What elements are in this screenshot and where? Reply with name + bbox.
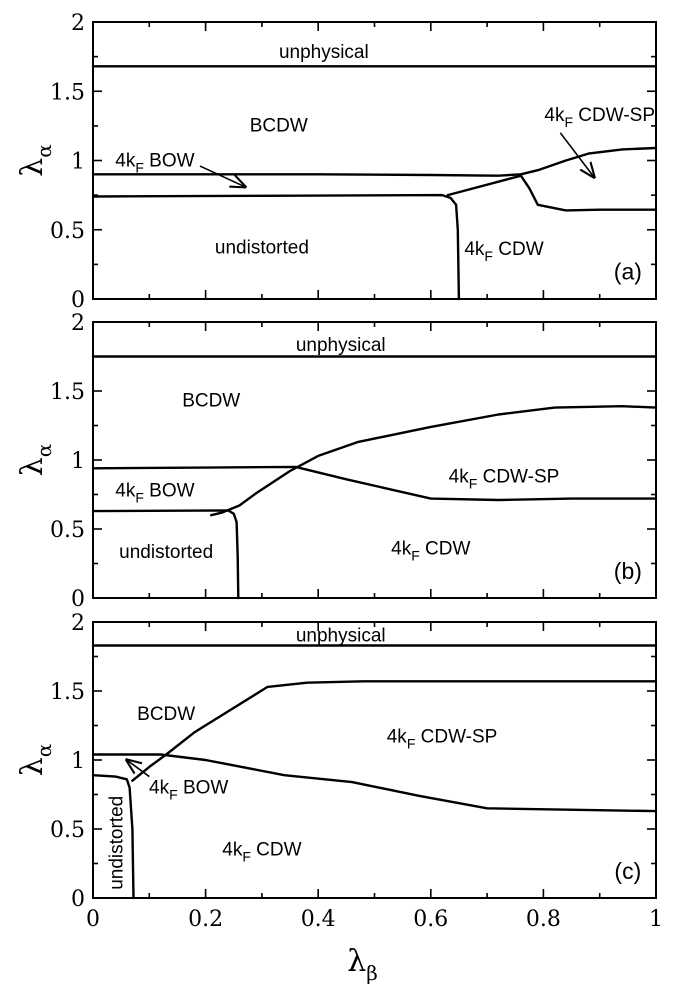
region-label: BCDW [250,115,308,136]
region-label-rest: CDW [251,840,302,861]
phase-boundary-line [91,753,658,813]
region-label-subscript: F [169,787,178,803]
region-label: unphysical [296,335,386,356]
region-label-subscript: F [469,476,478,492]
region-label: 4kF BOW [115,151,194,176]
region-label-main: 4k [115,480,136,501]
region-label-main: 4k [387,727,408,748]
x-tick-label: 0 [86,907,100,932]
x-axis-subscript: β [366,961,378,985]
annotation-arrow [199,165,245,187]
panel-a: 0 0.5 1 1.5 2 λα unphysical BCDW undistorted (a) 4… [15,11,658,313]
panel-b: 0 0.5 1 1.5 2 λα unphysical BCDW undistorted (b) 4… [15,311,658,612]
phase-boundary-line [519,174,658,212]
region-label-subscript: F [484,248,493,264]
region-label-main: 4k [449,467,470,488]
phase-boundary-line [446,174,523,197]
panel-label: (b) [614,558,642,584]
y-tick-label: 0.5 [50,518,85,543]
annotation-arrow [127,760,150,778]
phase-boundary-line [91,509,240,600]
panel-label: (a) [614,259,642,285]
y-axis-subscript: α [32,444,56,458]
phase-boundary-line [91,465,658,502]
region-label-vertical: undistorted [107,796,128,890]
region-label-main: 4k [464,239,485,260]
y-axis-label: λα [15,744,56,777]
y-axis-subscript: α [32,144,56,158]
y-axis-symbol: λ [15,158,50,177]
region-label-main: 4k [391,538,412,559]
region-label-subscript: F [135,160,144,176]
region-label: 4kF BOW [149,778,228,803]
y-tick-label: 0 [71,587,85,612]
region-label: 4kF BOW [115,480,194,505]
region-label-rest: BOW [144,151,195,172]
region-label-rest: CDW [420,538,471,559]
x-axis-label: λβ [347,944,378,985]
region-label: undistorted [119,542,213,563]
region-label-rest: BOW [178,778,229,799]
x-tick-label: 0.4 [301,907,336,932]
region-label-subscript: F [564,114,573,130]
y-tick-label: 0.5 [50,219,85,244]
y-tick-label: 0 [71,288,85,313]
y-axis-subscript: α [32,744,56,758]
plot-frame [92,621,657,899]
phase-boundary-line [131,680,658,782]
region-label-subscript: F [135,489,144,505]
y-tick-label: 1.5 [50,380,85,405]
region-label-rest: CDW-SP [573,105,655,126]
region-label: unphysical [279,42,369,63]
y-axis-symbol: λ [15,457,50,476]
y-tick-label: 1 [71,749,85,774]
x-tick-label: 0.8 [526,907,561,932]
region-label-rest: CDW-SP [477,467,559,488]
region-label-main: 4k [544,105,565,126]
x-axis-symbol: λ [347,944,366,979]
y-tick-label: 0.5 [50,818,85,843]
region-label-rest: CDW [493,239,544,260]
region-label: undistorted [215,237,309,258]
region-label: unphysical [296,625,386,646]
y-tick-label: 1 [71,150,85,175]
region-label: BCDW [182,390,240,411]
y-tick-label: 2 [71,611,85,636]
y-tick-label: 1.5 [50,680,85,705]
x-tick-label: 0.6 [413,907,448,932]
phase-boundary-line [210,405,658,517]
y-tick-label: 0 [71,887,85,912]
region-label: 4kF CDW [222,840,301,865]
region-label: 4kF CDW-SP [544,105,655,130]
phase-boundary-line [91,146,658,177]
region-label-subscript: F [242,849,251,865]
y-tick-label: 1.5 [50,80,85,105]
x-tick-label: 1 [649,907,663,932]
phase-boundary-line [91,193,461,301]
region-label-subscript: F [411,547,420,563]
region-label-main: 4k [115,151,136,172]
region-label-rest: CDW-SP [415,727,497,748]
y-tick-label: 2 [71,311,85,336]
annotation-arrow [559,132,594,177]
x-tick-label: 0.2 [188,907,223,932]
region-label-rest: BOW [144,480,195,501]
y-axis-label: λα [15,444,56,477]
region-label-subscript: F [407,736,416,752]
phase-boundary-line [91,774,135,900]
y-axis-label: λα [15,144,56,177]
y-tick-label: 2 [71,11,85,36]
y-axis-symbol: λ [15,757,50,776]
region-label: 4kF CDW-SP [449,467,560,492]
panel-c: 00.511.520 0.2 0.4 0.6 0.8 1λβλαunphysicalBCD… [15,611,663,985]
region-label: 4kF CDW-SP [387,727,498,752]
region-label: 4kF CDW [464,239,543,264]
y-tick-label: 1 [71,449,85,474]
region-label-main: 4k [222,840,243,861]
panel-label: (c) [614,858,641,884]
region-label: 4kF CDW [391,538,470,563]
region-label-main: 4k [149,778,170,799]
region-label: BCDW [137,704,195,725]
